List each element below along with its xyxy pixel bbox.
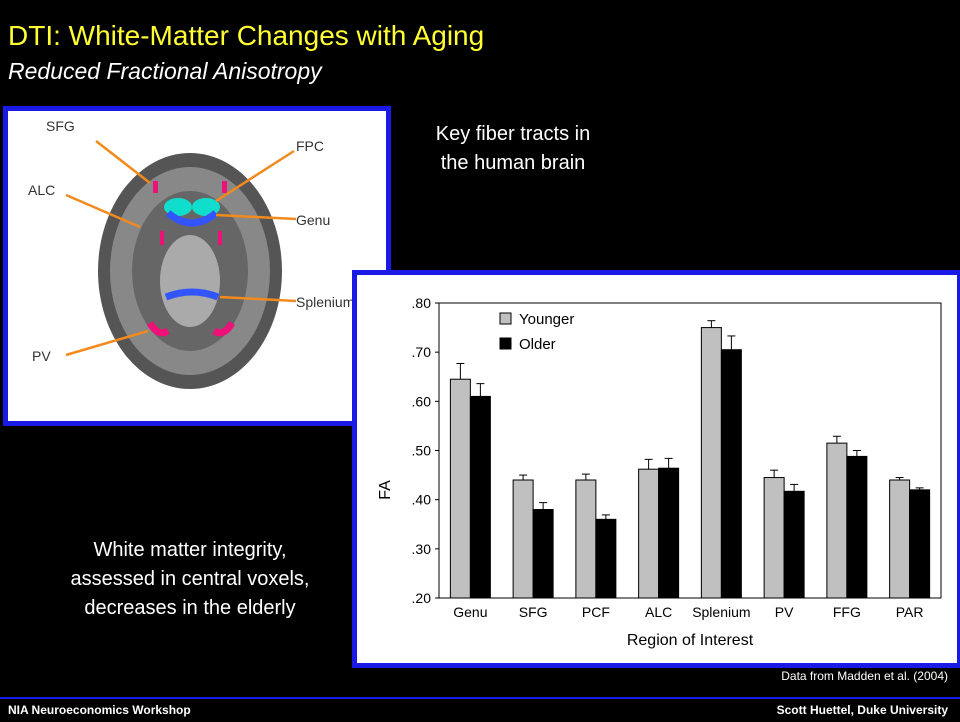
source-note: Data from Madden et al. (2004) (781, 669, 948, 683)
brain-label-splenium: Splenium (296, 294, 354, 310)
brain-label-fpc: FPC (296, 138, 324, 154)
bar-younger-sfg (512, 479, 534, 599)
bar-younger-par (889, 479, 911, 599)
x-tick-label: Splenium (692, 604, 750, 620)
brain-label-genu: Genu (296, 212, 330, 228)
x-tick-label: ALC (645, 604, 672, 620)
x-tick-label: PCF (582, 604, 610, 620)
brain-label-sfg: SFG (46, 118, 75, 134)
slide-title: DTI: White-Matter Changes with Aging (8, 20, 485, 51)
bar-younger-alc (638, 468, 660, 599)
legend-label-younger: Younger (519, 311, 574, 328)
sfg-tract-right (222, 181, 227, 193)
brain-label-alc: ALC (28, 182, 55, 198)
genu-tract (165, 210, 219, 227)
bar-older-par (909, 489, 931, 599)
alc-tract-left (160, 231, 164, 245)
annotation-arrows (65, 140, 297, 357)
x-tick-label: PAR (896, 604, 924, 620)
bar-older-sfg (532, 509, 554, 599)
bar-younger-splenium (700, 327, 722, 599)
y-tick-label: .20 (412, 590, 432, 606)
pv-tract-right (212, 321, 236, 337)
bar-younger-pv (763, 477, 785, 599)
bar-older-alc (658, 467, 680, 599)
brain-dti-image: SFG FPC ALC Genu Splenium PV (28, 118, 354, 389)
integrity-caption: White matter integrity, assessed in cent… (70, 539, 310, 619)
x-tick-label: PV (775, 604, 794, 620)
key-tracts-caption: Key fiber tracts in the human brain (435, 123, 591, 174)
y-tick-label: .60 (412, 393, 432, 409)
bar-older-pcf (595, 518, 617, 599)
pv-tract-left (146, 321, 170, 337)
legend-swatch-older (499, 337, 512, 350)
slide-subtitle: Reduced Fractional Anisotropy (8, 58, 322, 84)
fa-chart-frame: .20 .30 .40 .50 .60 .70 .80 Genu SFG PCF ALC Spleni… (352, 270, 960, 668)
bar-younger-pcf (575, 479, 597, 599)
fa-bar-chart: .20 .30 .40 .50 .60 .70 .80 Genu SFG PCF ALC Spleni… (377, 295, 942, 649)
footer-bar: NIA Neuroeconomics Workshop Scott Huette… (0, 697, 960, 722)
alc-tract-right (218, 231, 222, 245)
brain-label-pv: PV (32, 348, 51, 364)
bar-older-ffg (846, 455, 868, 599)
y-axis-label: FA (377, 480, 394, 500)
bar-older-splenium (720, 349, 742, 599)
splenium-tract (164, 288, 220, 301)
brain-dti-figure: SFG FPC ALC Genu Splenium PV (3, 106, 391, 426)
bar-older-pv (783, 490, 805, 599)
bar-younger-ffg (826, 442, 848, 599)
y-tick-label: .40 (412, 492, 432, 508)
footer-author: Scott Huettel, Duke University (776, 703, 948, 717)
y-tick-label: .80 (412, 295, 432, 311)
y-tick-label: .50 (412, 443, 432, 459)
bar-younger-genu (449, 378, 471, 599)
x-tick-label: FFG (833, 604, 861, 620)
x-tick-label: Genu (453, 604, 487, 620)
y-tick-label: .30 (412, 541, 432, 557)
legend-label-older: Older (519, 336, 556, 353)
x-tick-label: SFG (519, 604, 548, 620)
y-tick-label: .70 (412, 344, 432, 360)
footer-workshop: NIA Neuroeconomics Workshop (8, 703, 191, 717)
sfg-tract-left (153, 181, 158, 193)
legend-swatch-younger (499, 312, 512, 325)
x-axis-label: Region of Interest (627, 632, 754, 649)
bar-older-genu (469, 395, 491, 599)
